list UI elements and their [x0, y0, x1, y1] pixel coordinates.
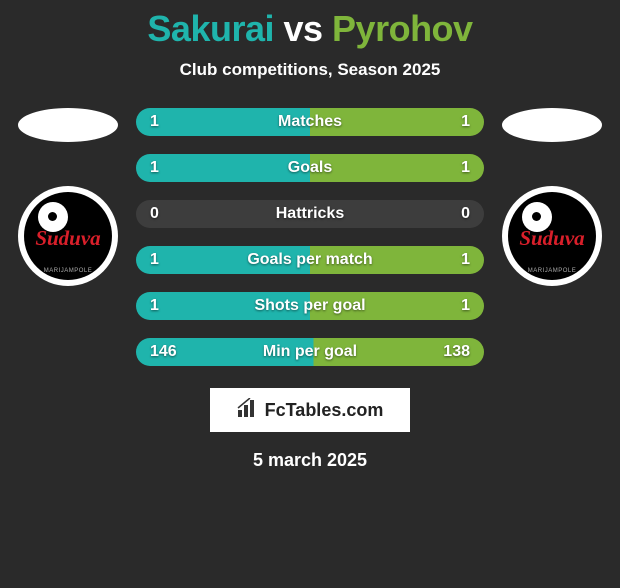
stat-row: 1Goals1	[136, 154, 484, 182]
watermark-text: FcTables.com	[265, 400, 384, 421]
stat-value-right: 138	[430, 343, 470, 361]
badge-team-name: Suduva	[24, 228, 112, 249]
badge-inner: Suduva MARIJAMPOLE	[508, 192, 596, 280]
stat-value-right: 1	[430, 251, 470, 269]
stat-value-right: 1	[430, 113, 470, 131]
stat-value-right: 1	[430, 159, 470, 177]
player1-photo-placeholder	[18, 108, 118, 142]
title-vs: vs	[274, 8, 332, 49]
player2-team-badge: Suduva MARIJAMPOLE	[502, 186, 602, 286]
page-title: Sakurai vs Pyrohov	[0, 8, 620, 50]
watermark: FcTables.com	[210, 388, 410, 432]
title-player2: Pyrohov	[332, 8, 473, 49]
badge-team-name: Suduva	[508, 228, 596, 249]
chart-icon	[237, 398, 259, 423]
player1-team-badge: Suduva MARIJAMPOLE	[18, 186, 118, 286]
badge-team-city: MARIJAMPOLE	[24, 268, 112, 274]
subtitle: Club competitions, Season 2025	[0, 60, 620, 80]
stats-column: 1Matches1 1Goals1 0Hattricks0 1Goals per ma…	[136, 108, 484, 366]
player2-column: Suduva MARIJAMPOLE	[502, 108, 602, 286]
stat-row: 1Matches1	[136, 108, 484, 136]
stat-row: 1Goals per match1	[136, 246, 484, 274]
stat-value-right: 0	[430, 205, 470, 223]
player2-photo-placeholder	[502, 108, 602, 142]
stat-row: 0Hattricks0	[136, 200, 484, 228]
stat-value-right: 1	[430, 297, 470, 315]
stat-row: 1Shots per goal1	[136, 292, 484, 320]
badge-team-city: MARIJAMPOLE	[508, 268, 596, 274]
player1-column: Suduva MARIJAMPOLE	[18, 108, 118, 286]
stat-row: 146Min per goal138	[136, 338, 484, 366]
title-player1: Sakurai	[147, 8, 274, 49]
date: 5 march 2025	[0, 450, 620, 471]
stats-area: Suduva MARIJAMPOLE 1Matches1 1Goals1 0Hatt…	[0, 108, 620, 366]
badge-inner: Suduva MARIJAMPOLE	[24, 192, 112, 280]
